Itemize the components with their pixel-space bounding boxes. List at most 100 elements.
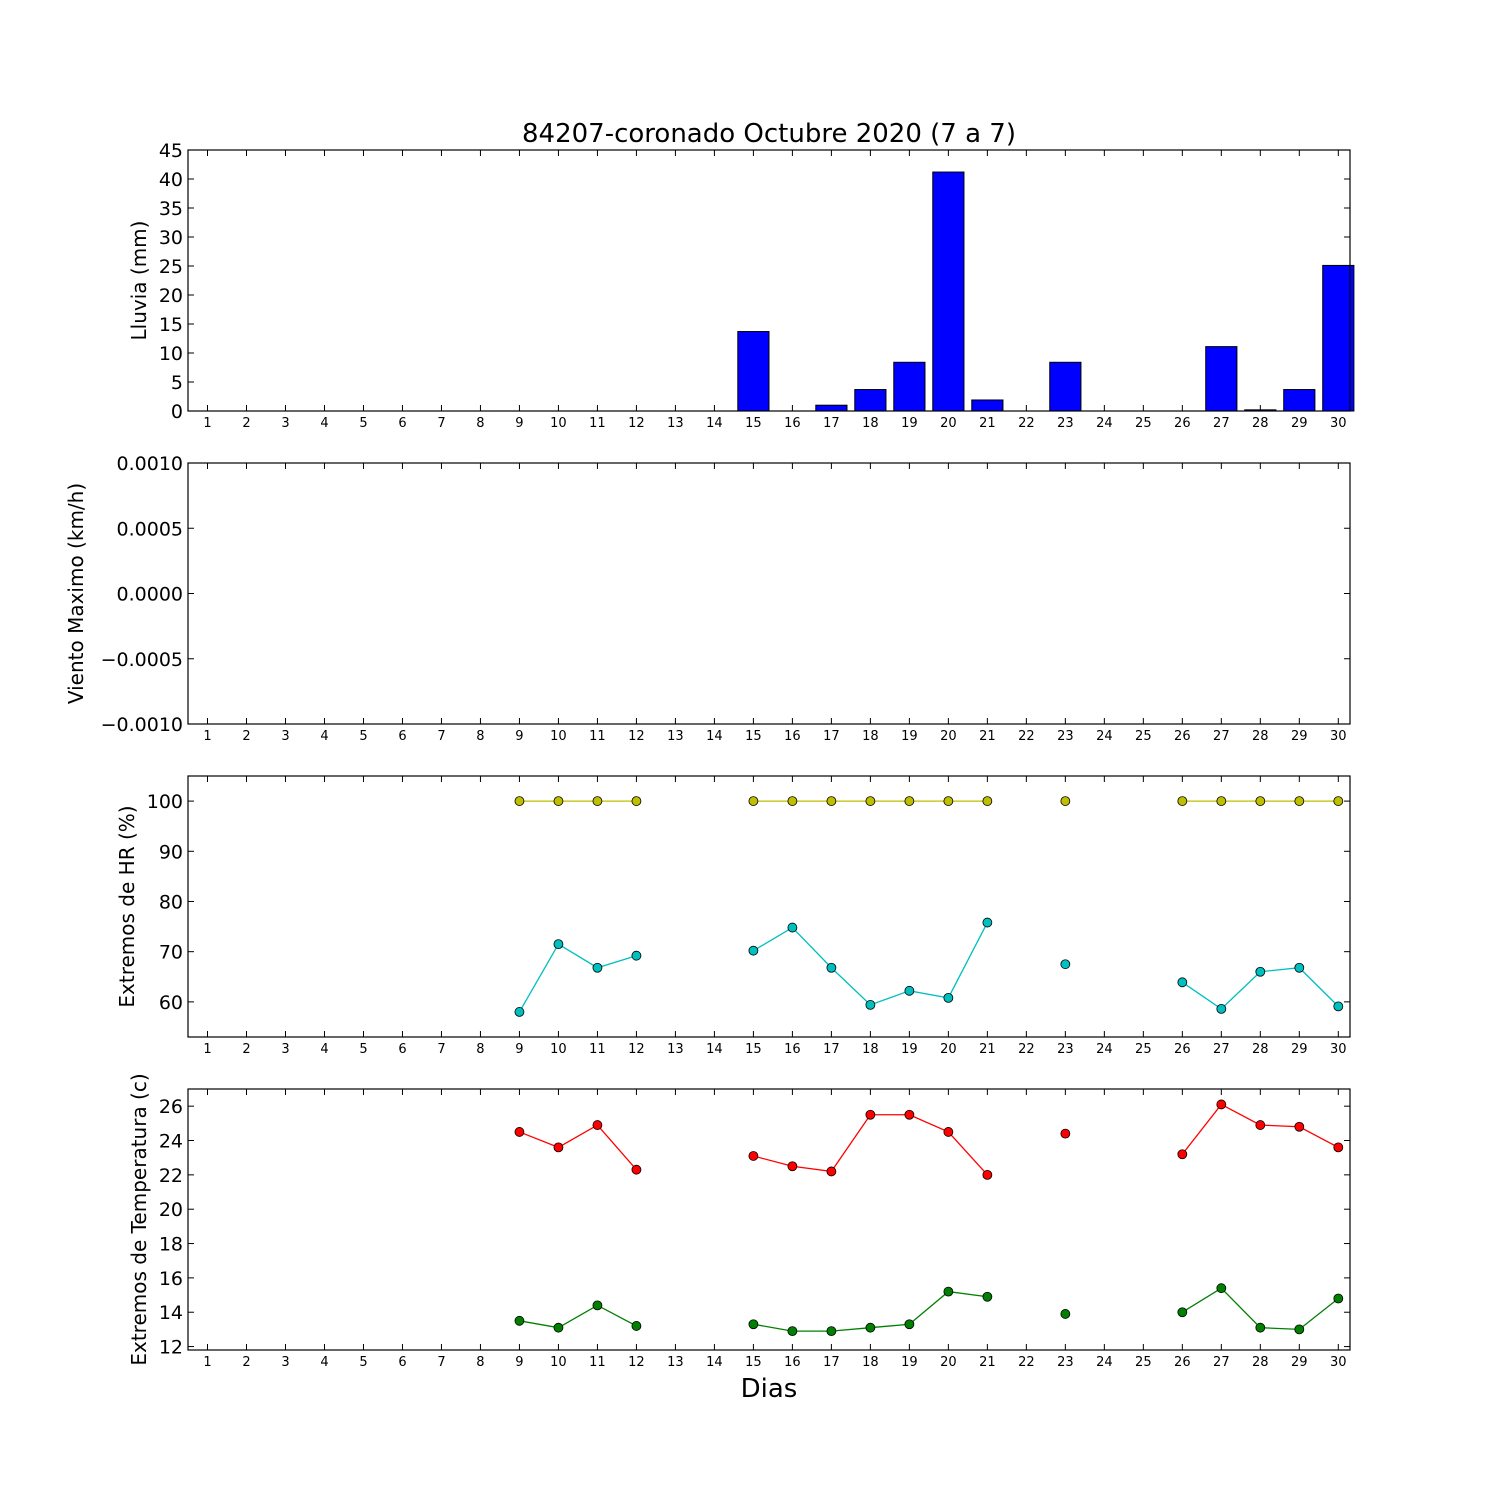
x-tick-label: 1 <box>203 1355 211 1370</box>
panel-viento: −0.0010 −0.0005 0.0000 0.0005 0.0010 Viento M… <box>64 453 1351 744</box>
bar <box>932 171 965 412</box>
x-tick-label: 21 <box>979 1355 996 1370</box>
data-point <box>553 1142 564 1153</box>
data-point <box>865 1322 876 1333</box>
data-point <box>865 1109 876 1120</box>
series-line <box>753 922 988 1006</box>
data-point <box>1333 796 1344 806</box>
x-tick-label: 20 <box>940 729 957 744</box>
x-tick-label: 21 <box>979 729 996 744</box>
x-tick-label: 1 <box>203 1042 211 1057</box>
y-tick-label: 16 <box>159 1268 183 1290</box>
y-tick-label: 0.0005 <box>117 518 183 540</box>
x-tick-label: 28 <box>1252 416 1269 431</box>
data-point <box>943 992 954 1003</box>
data-point <box>553 939 564 950</box>
y-tick-label: 5 <box>171 372 183 394</box>
x-tick-label: 16 <box>784 1355 801 1370</box>
x-tick-label: 23 <box>1057 729 1074 744</box>
data-point <box>865 999 876 1010</box>
x-tick-label: 28 <box>1252 1355 1269 1370</box>
y-tick-label: 90 <box>159 841 183 863</box>
x-tick-label: 7 <box>437 416 445 431</box>
plot-frame <box>187 1088 1351 1351</box>
x-tick-label: 16 <box>784 729 801 744</box>
x-tick-label: 7 <box>437 1355 445 1370</box>
x-tick-label: 9 <box>515 1042 523 1057</box>
x-tick-label: 22 <box>1018 1042 1035 1057</box>
data-point <box>1216 1283 1227 1294</box>
x-tick-label: 5 <box>359 729 367 744</box>
data-point <box>787 796 798 806</box>
x-tick-label: 25 <box>1135 1042 1152 1057</box>
x-tick-label: 17 <box>823 729 840 744</box>
y-tick-label: 25 <box>159 256 183 278</box>
x-tick-label: 9 <box>515 416 523 431</box>
data-point <box>748 1319 759 1330</box>
y-tick-label: 20 <box>159 1199 183 1221</box>
x-tick-label: 14 <box>706 729 723 744</box>
data-point <box>982 1169 993 1180</box>
series-line <box>519 1304 637 1329</box>
data-point <box>1294 1121 1305 1132</box>
x-tick-label: 12 <box>628 416 645 431</box>
x-tick-label: 30 <box>1330 1355 1347 1370</box>
data-point <box>592 796 603 806</box>
data-point <box>514 1315 525 1326</box>
x-tick-label: 11 <box>589 1355 606 1370</box>
x-tick-label: 27 <box>1213 416 1230 431</box>
data-point <box>1177 1307 1188 1318</box>
bar <box>1322 264 1355 412</box>
data-point <box>1060 796 1071 806</box>
y-tick-label: 24 <box>159 1131 183 1153</box>
data-point <box>943 1127 954 1137</box>
x-tick-label: 13 <box>667 729 684 744</box>
bar <box>815 404 848 412</box>
x-tick-label: 30 <box>1330 416 1347 431</box>
x-tick-label: 30 <box>1330 729 1347 744</box>
bar <box>971 399 1004 412</box>
x-tick-label: 24 <box>1096 1042 1113 1057</box>
x-tick-label: 6 <box>398 1355 406 1370</box>
bar <box>893 361 926 412</box>
data-point <box>826 1326 837 1337</box>
data-point <box>943 796 954 806</box>
data-point <box>982 1291 993 1302</box>
x-axis-label: Dias <box>741 1374 798 1404</box>
y-tick-label: 0.0000 <box>117 584 183 606</box>
x-tick-label: 26 <box>1174 729 1191 744</box>
data-point <box>1060 1128 1071 1139</box>
x-tick-label: 15 <box>745 1042 762 1057</box>
x-tick-label: 13 <box>667 416 684 431</box>
data-point <box>826 962 837 973</box>
x-tick-label: 19 <box>901 1042 918 1057</box>
x-tick-label: 11 <box>589 729 606 744</box>
data-point <box>982 917 993 928</box>
y-tick-label: 15 <box>159 314 183 336</box>
y-tick-label: 14 <box>159 1302 183 1324</box>
x-tick-label: 23 <box>1057 1042 1074 1057</box>
x-tick-label: 3 <box>281 729 289 744</box>
y-tick-label: 20 <box>159 285 183 307</box>
x-tick-label: 5 <box>359 1042 367 1057</box>
x-tick-label: 20 <box>940 416 957 431</box>
x-tick-label: 15 <box>745 416 762 431</box>
data-point <box>631 1164 642 1175</box>
data-point <box>1216 1003 1227 1014</box>
x-tick-label: 28 <box>1252 1042 1269 1057</box>
x-tick-label: 18 <box>862 729 879 744</box>
x-tick-label: 29 <box>1291 416 1308 431</box>
x-tick-label: 2 <box>242 729 250 744</box>
series-line <box>519 1124 637 1171</box>
x-tick-label: 3 <box>281 1042 289 1057</box>
bar <box>1049 361 1082 412</box>
y-tick-label: 45 <box>159 140 183 162</box>
x-tick-label: 7 <box>437 1042 445 1057</box>
data-point <box>1294 962 1305 973</box>
x-tick-label: 21 <box>979 1042 996 1057</box>
y-tick-label: 0.0010 <box>117 453 183 475</box>
x-tick-label: 29 <box>1291 1042 1308 1057</box>
data-point <box>1255 1120 1266 1130</box>
